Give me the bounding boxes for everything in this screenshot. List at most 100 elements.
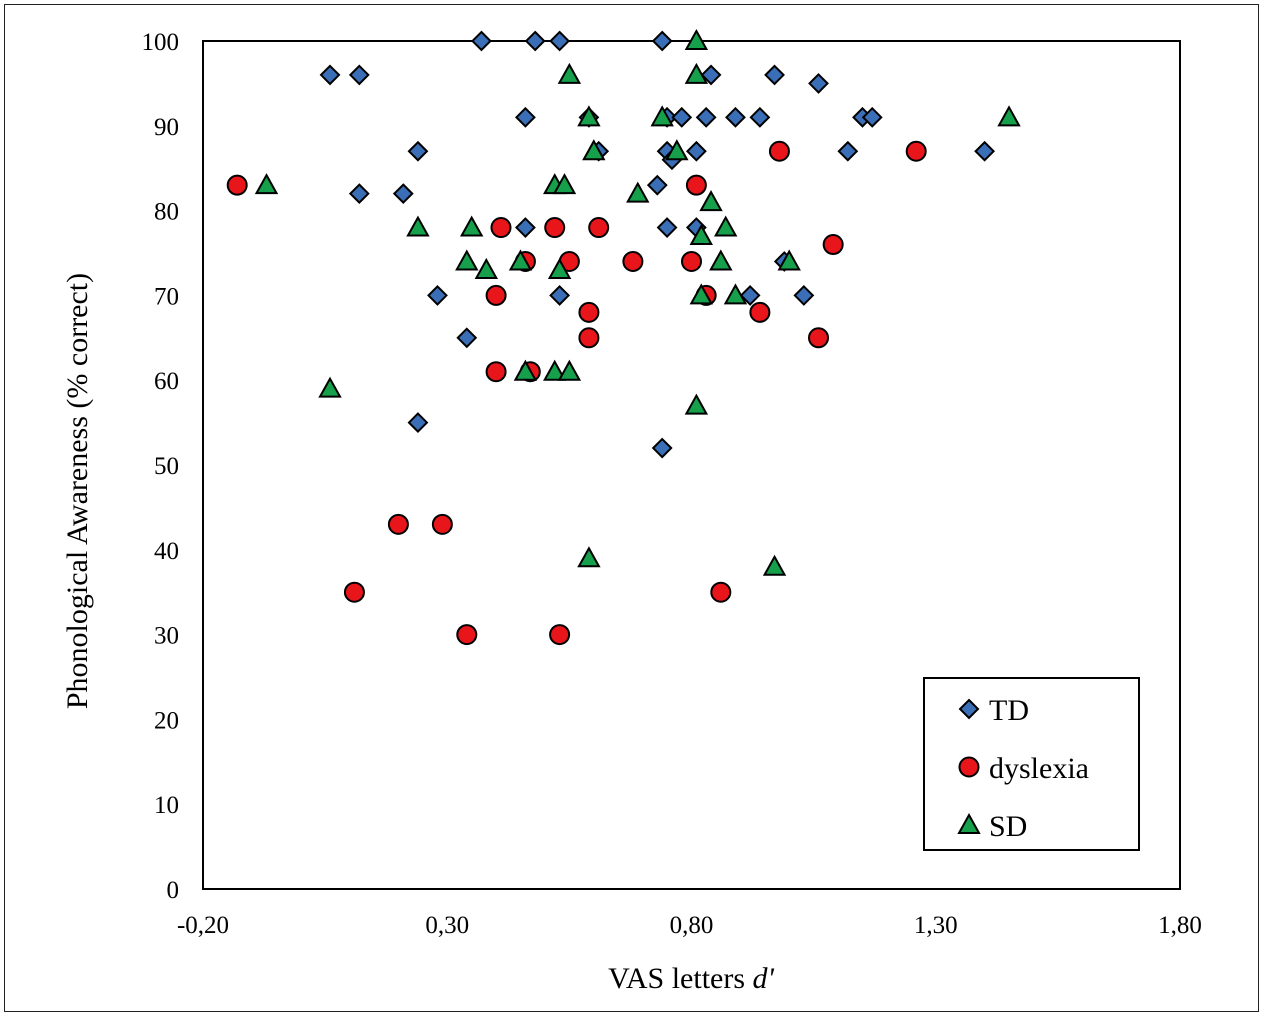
dyslexia-point	[485, 361, 507, 383]
dyslexia-point	[588, 217, 610, 239]
sd-point	[713, 215, 738, 237]
dyslexia-point	[544, 217, 566, 239]
td-point	[514, 106, 536, 128]
y-tick-labels: 0 10 20 30 40 50 60 70 80 90 100	[142, 29, 180, 904]
x-tick-labels: -0,20 0,30 0,80 1,30 1,80	[177, 912, 1202, 939]
dyslexia-point	[549, 624, 571, 646]
legend-marker-dyslexia	[958, 756, 980, 778]
td-point	[685, 140, 707, 162]
sd-point	[577, 546, 601, 568]
td-point	[793, 284, 815, 306]
dyslexia-point	[431, 513, 453, 535]
sd-point	[626, 181, 650, 203]
dyslexia-point	[905, 140, 927, 162]
dyslexia-point	[226, 174, 248, 196]
sd-point	[762, 554, 787, 576]
sd-point	[684, 28, 709, 50]
x-tick-label: 0,80	[670, 912, 714, 939]
x-axis-title-italic: d'	[753, 962, 775, 995]
td-point	[861, 106, 883, 128]
sd-point	[582, 139, 606, 161]
td-point	[646, 174, 668, 196]
dyslexia-point	[622, 250, 644, 272]
x-tick-label: 1,80	[1158, 912, 1202, 939]
legend: TD dyslexia SD	[923, 677, 1140, 851]
td-point	[407, 140, 429, 162]
sd-point	[577, 105, 601, 127]
td-point	[651, 437, 673, 459]
sd-point	[684, 62, 709, 84]
dyslexia-point	[578, 301, 600, 323]
td-point	[656, 217, 678, 238]
scatter-chart: 0 10 20 30 40 50 60 70 80 90 100 -0,20 0,30 0,80 1,30…	[61, 28, 1202, 995]
td-point	[808, 72, 829, 94]
td-point	[427, 284, 448, 306]
y-tick-label: 60	[154, 368, 179, 395]
dyslexia-point	[710, 581, 732, 603]
y-tick-label: 40	[154, 538, 179, 565]
dyslexia-point	[343, 581, 365, 603]
data-points	[226, 28, 1021, 646]
dyslexia-point	[681, 250, 702, 272]
legend-label-sd: SD	[989, 810, 1027, 843]
sd-point	[254, 173, 279, 195]
y-axis-title: Phonological Awareness (% correct)	[61, 273, 94, 709]
td-point	[700, 64, 722, 86]
sd-point	[455, 249, 479, 271]
sd-point	[650, 105, 674, 127]
sd-point	[997, 105, 1021, 127]
y-tick-label: 30	[154, 623, 179, 650]
sd-point	[777, 249, 801, 271]
x-axis-title-text: VAS letters	[608, 962, 745, 995]
sd-point	[689, 223, 713, 246]
dyslexia-point	[808, 327, 830, 349]
td-point	[974, 140, 996, 162]
dyslexia-point	[387, 513, 409, 535]
x-axis-title: VAS letters d'	[608, 962, 774, 995]
dyslexia-point	[749, 301, 771, 323]
legend-label-td: TD	[989, 694, 1029, 727]
td-point	[725, 106, 746, 128]
sd-point	[406, 215, 430, 237]
sd-point	[557, 359, 582, 381]
legend-marker-td	[958, 698, 980, 720]
td-point	[524, 30, 546, 52]
sd-point	[665, 139, 689, 161]
x-tick-label: -0,20	[177, 912, 229, 939]
td-point	[392, 183, 414, 205]
y-tick-label: 100	[142, 29, 180, 56]
sd-point	[699, 190, 723, 212]
sd-point	[723, 283, 748, 305]
legend-label-dyslexia: dyslexia	[989, 752, 1089, 785]
y-tick-label: 0	[167, 877, 180, 904]
td-point	[456, 327, 478, 349]
dyslexia-point	[578, 327, 600, 349]
figure-frame: 0 10 20 30 40 50 60 70 80 90 100 -0,20 0,30 0,80 1,30…	[4, 4, 1259, 1012]
y-tick-label: 80	[154, 199, 179, 226]
td-point	[549, 284, 571, 306]
td-point	[837, 140, 859, 162]
dyslexia-point	[768, 140, 790, 162]
td-point	[695, 106, 717, 128]
td-point	[749, 106, 771, 128]
y-tick-label: 10	[154, 792, 179, 819]
sd-point	[513, 359, 538, 381]
x-tick-label: 1,30	[914, 912, 958, 939]
td-point	[671, 106, 693, 128]
td-point	[348, 64, 370, 86]
td-point	[514, 217, 536, 238]
sd-point	[459, 215, 484, 237]
dyslexia-point	[685, 174, 707, 196]
sd-point	[552, 173, 577, 195]
td-point	[471, 30, 492, 52]
y-tick-label: 20	[154, 707, 179, 734]
dyslexia-point	[485, 284, 507, 306]
sd-point	[684, 393, 709, 415]
td-point	[549, 30, 571, 52]
sd-point	[474, 257, 499, 279]
sd-point	[318, 376, 342, 398]
sd-point	[543, 359, 567, 381]
td-point	[739, 284, 761, 306]
sd-point	[547, 257, 572, 279]
td-point	[407, 412, 429, 434]
